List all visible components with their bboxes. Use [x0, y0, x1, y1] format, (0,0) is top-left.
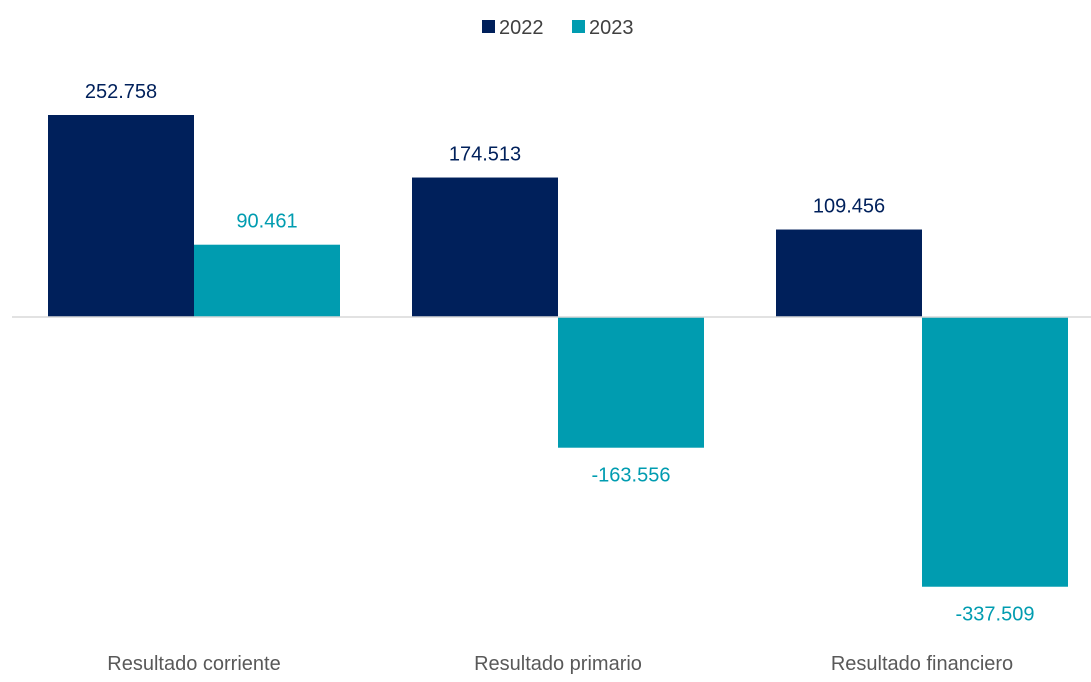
bar-2022-3 — [776, 229, 922, 317]
legend-label-2023: 2023 — [589, 17, 634, 39]
value-label-2022-1: 252.758 — [85, 81, 157, 103]
bar-2022-2 — [412, 177, 558, 317]
bar-2023-2 — [558, 317, 704, 448]
category-label-3: Resultado financiero — [831, 653, 1013, 675]
legend: 2022 2023 — [482, 17, 634, 39]
category-label-1: Resultado corriente — [107, 653, 280, 675]
value-label-2023-2: -163.556 — [592, 465, 671, 487]
category-label-2: Resultado primario — [474, 653, 642, 675]
legend-swatch-2022 — [482, 20, 495, 33]
bar-2023-1 — [194, 244, 340, 317]
value-labels-group: 252.758 90.461 174.513 -163.556 109.456 -337.… — [85, 81, 1035, 626]
legend-label-2022: 2022 — [499, 17, 544, 39]
value-label-2022-3: 109.456 — [813, 196, 885, 218]
bars-group — [48, 115, 1068, 587]
value-label-2023-3: -337.509 — [956, 604, 1035, 626]
value-label-2023-1: 90.461 — [236, 211, 297, 233]
value-label-2022-2: 174.513 — [449, 144, 521, 166]
legend-swatch-2023 — [572, 20, 585, 33]
category-labels-group: Resultado corriente Resultado primario Res… — [107, 653, 1013, 675]
bar-2022-1 — [48, 115, 194, 317]
bar-2023-3 — [922, 317, 1068, 587]
